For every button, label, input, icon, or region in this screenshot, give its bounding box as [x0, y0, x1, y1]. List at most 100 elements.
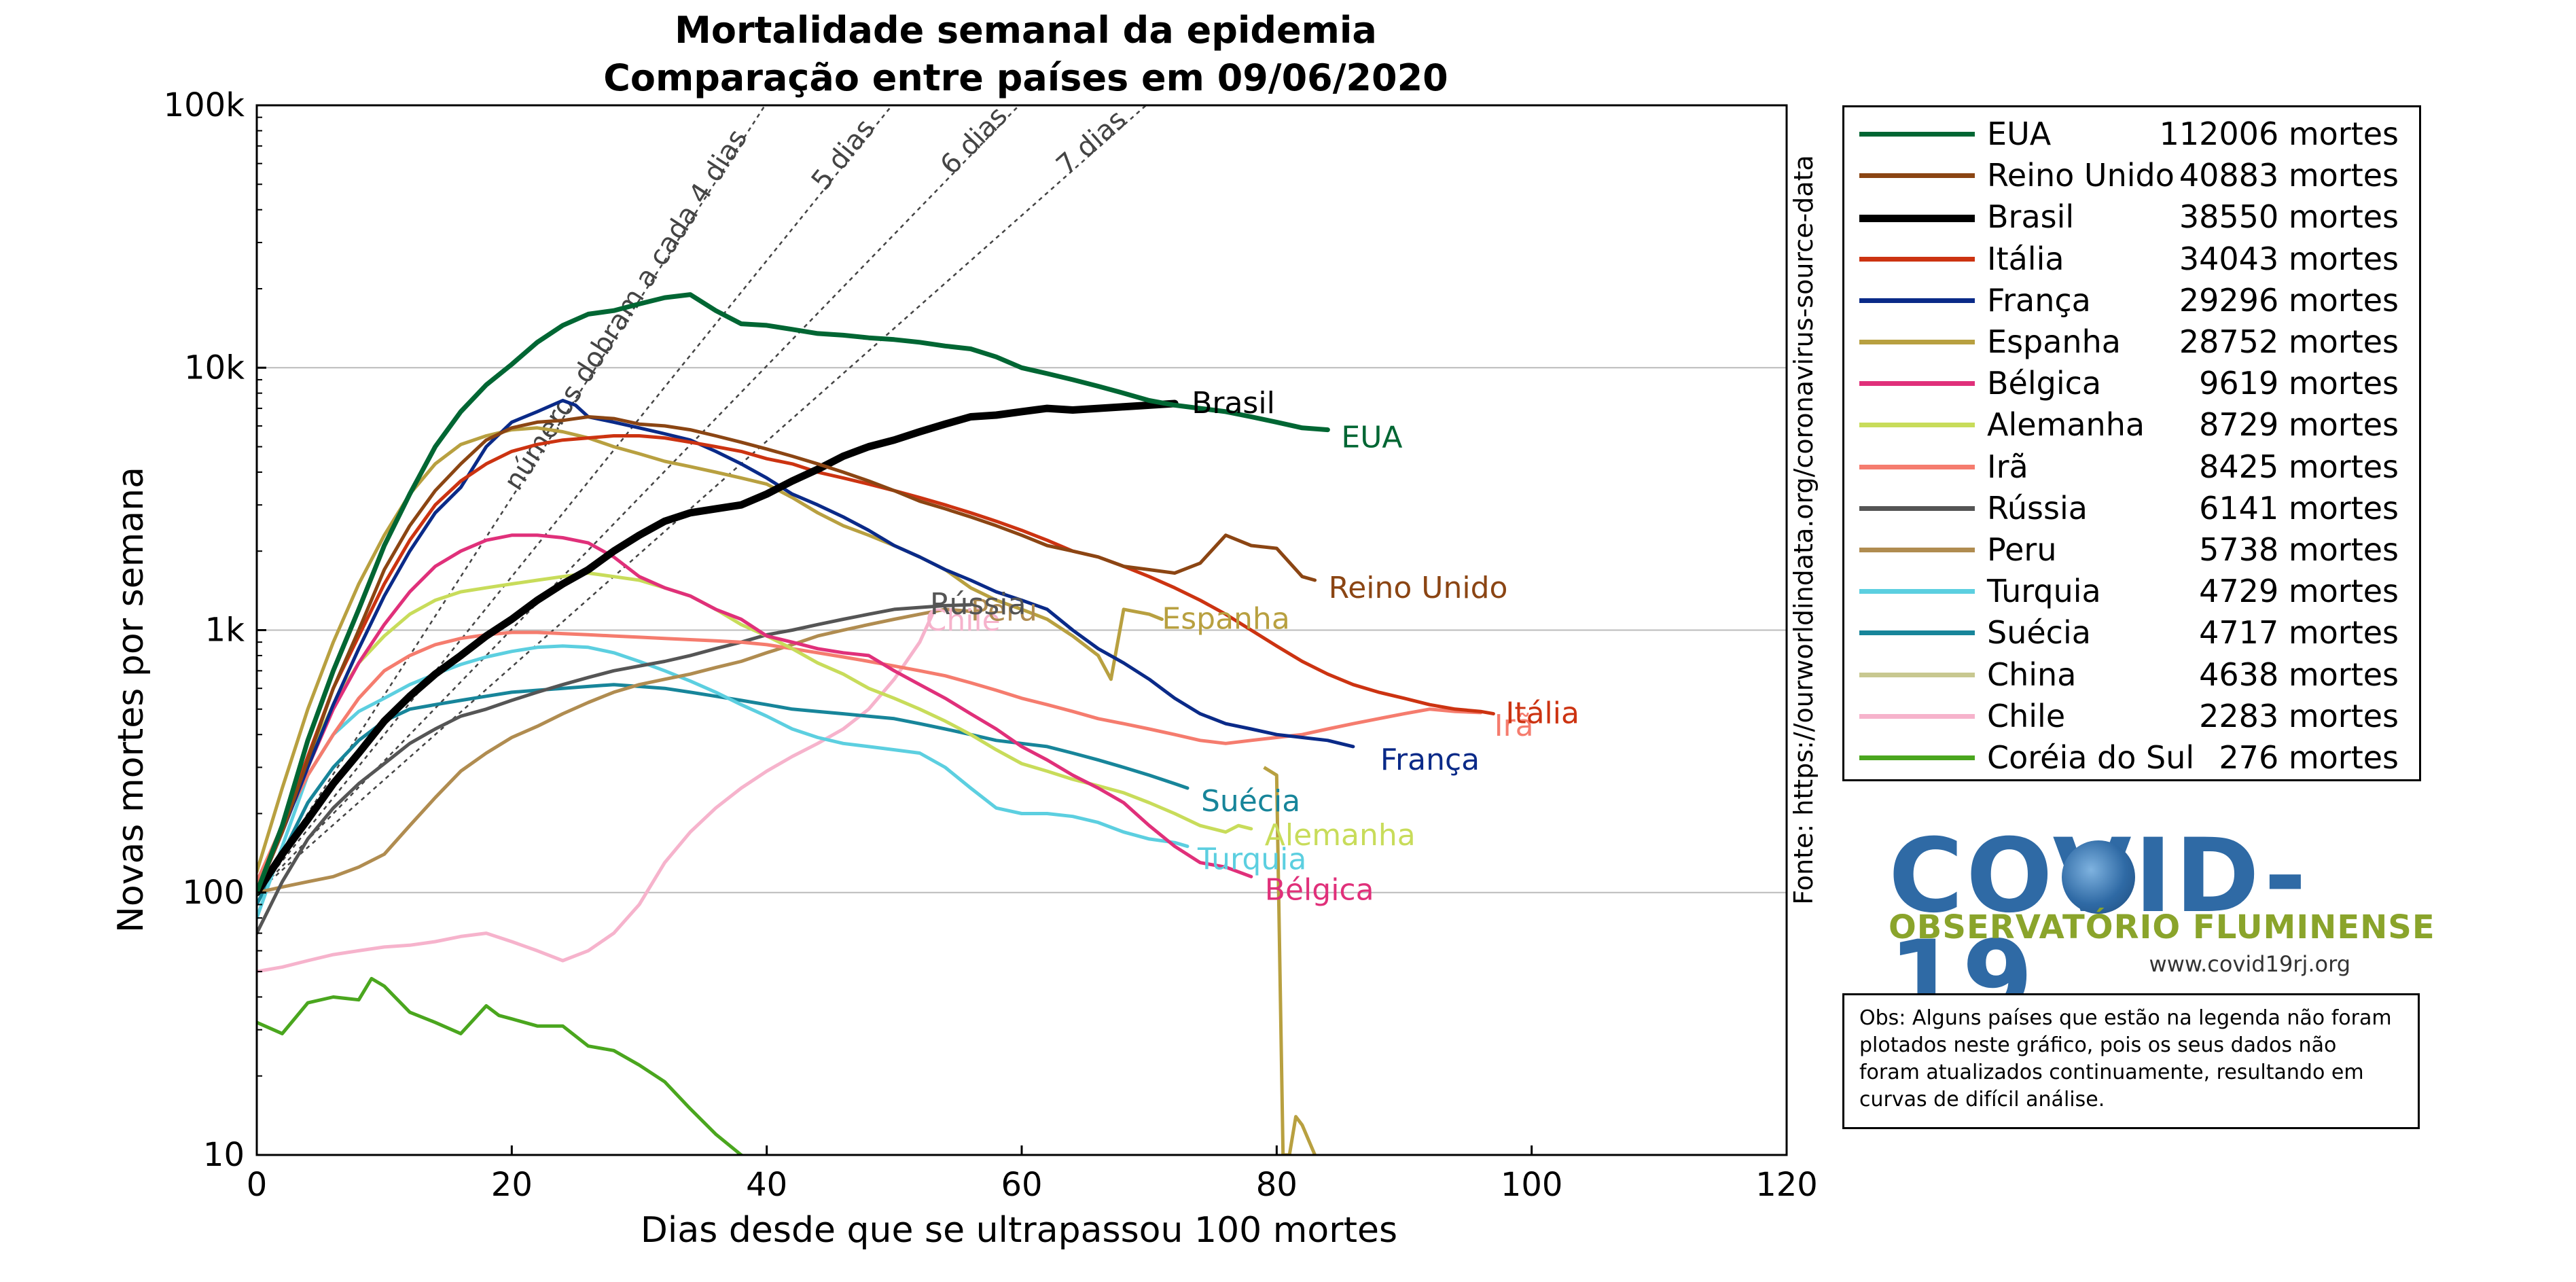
- chart-title: Mortalidade semanal da epidemia: [675, 9, 1377, 52]
- series-line-alemanha: [257, 571, 1253, 895]
- legend-name: Suécia: [1987, 614, 2091, 652]
- legend-total: 40883 mortes: [2179, 157, 2399, 194]
- legend-name: EUA: [1987, 115, 2052, 152]
- logo-subtitle: OBSERVATÓRIO FLUMINENSE: [1889, 908, 2435, 946]
- legend-swatch: [1859, 672, 1975, 677]
- source-label: Fonte: https://ourworldindata.org/corona…: [1789, 155, 1819, 905]
- legend-name: Brasil: [1987, 198, 2075, 236]
- legend-total: 9619 mortes: [2199, 365, 2399, 402]
- legend-swatch: [1859, 505, 1975, 511]
- doubling-label: 5 dias: [806, 113, 881, 196]
- series-line-frança: [257, 399, 1355, 895]
- legend-name: Coréia do Sul: [1987, 739, 2195, 776]
- series-label-bélgica: Bélgica: [1265, 872, 1374, 907]
- doubling-label: 6 dias: [935, 101, 1014, 181]
- legend-total: 8425 mortes: [2199, 448, 2399, 485]
- legend-name: Reino Unido: [1987, 157, 2175, 194]
- chart-subtitle: Comparação entre países em 09/06/2020: [603, 56, 1448, 99]
- legend-name: Irã: [1987, 448, 2028, 485]
- legend-total: 8729 mortes: [2199, 406, 2399, 444]
- series-line-reino-unido: [257, 415, 1317, 895]
- legend-swatch: [1859, 340, 1975, 344]
- series-line-suécia: [257, 683, 1189, 906]
- legend-total: 4729 mortes: [2199, 573, 2399, 610]
- series-line-eua: [257, 292, 1330, 895]
- axis-ticks: 10 100 1k 10k 100k 0 20 40 60 80 100 120: [164, 86, 1818, 1204]
- legend-entry: Irã 8425 mortes: [1844, 446, 2419, 487]
- legend-swatch: [1859, 548, 1975, 552]
- x-tick-label: 60: [1001, 1166, 1042, 1204]
- series-label-suécia: Suécia: [1201, 784, 1300, 819]
- legend-entry: Turquia 4729 mortes: [1844, 570, 2419, 611]
- legend-total: 5738 mortes: [2199, 531, 2399, 568]
- legend-swatch: [1859, 589, 1975, 594]
- virus-icon: [2062, 840, 2135, 914]
- x-axis-label: Dias desde que se ultrapassou 100 mortes: [641, 1210, 1397, 1251]
- logo-url: www.covid19rj.org: [2149, 951, 2350, 977]
- legend-name: França: [1987, 281, 2091, 319]
- legend-entry: Rússia 6141 mortes: [1844, 487, 2419, 529]
- series-line-coréia-do-sul: [257, 976, 745, 1155]
- observation-note: Obs: Alguns países que estão na legenda …: [1842, 993, 2420, 1129]
- legend-name: Chile: [1987, 697, 2066, 734]
- legend-entry: Brasil 38550 mortes: [1844, 196, 2419, 237]
- legend-entry: Espanha 28752 mortes: [1844, 321, 2419, 362]
- series-line-peru: [257, 607, 973, 895]
- series-label-frança: França: [1380, 743, 1480, 777]
- series-lines: [257, 292, 1495, 1155]
- doubling-line: [257, 105, 893, 894]
- series-line-chile: [257, 612, 935, 974]
- legend: EUA 112006 mortes Reino Unido 40883 mortes B…: [1842, 105, 2421, 781]
- x-tick-label: 0: [247, 1166, 268, 1204]
- legend-total: 276 mortes: [2219, 739, 2399, 776]
- legend-name: Bélgica: [1987, 365, 2102, 402]
- legend-entry: Reino Unido 40883 mortes: [1844, 154, 2419, 196]
- legend-entry: Coréia do Sul 276 mortes: [1844, 736, 2419, 778]
- legend-swatch: [1859, 256, 1975, 262]
- series-label-itália: Itália: [1505, 696, 1579, 731]
- legend-total: 28752 mortes: [2179, 323, 2399, 360]
- legend-swatch: [1859, 713, 1975, 719]
- y-tick-label: 1k: [205, 611, 245, 649]
- legend-total: 38550 mortes: [2179, 198, 2399, 236]
- legend-name: Itália: [1987, 240, 2064, 277]
- series-label-turquia: Turquia: [1197, 842, 1306, 877]
- y-tick-label: 10: [203, 1136, 245, 1174]
- series-label-alemanha: Alemanha: [1265, 818, 1416, 853]
- legend-total: 4717 mortes: [2199, 614, 2399, 652]
- legend-name: Alemanha: [1987, 406, 2145, 444]
- legend-swatch: [1859, 132, 1975, 137]
- series-line-bélgica: [257, 533, 1253, 895]
- series-line-irã: [257, 630, 1483, 884]
- series-label-chile: Chile: [926, 603, 1001, 638]
- legend-name: Rússia: [1987, 489, 2088, 527]
- legend-swatch: [1859, 173, 1975, 179]
- series-label-irã: Irã: [1495, 709, 1534, 743]
- y-tick-label: 10k: [184, 349, 245, 387]
- x-tick-label: 80: [1256, 1166, 1298, 1204]
- x-tick-label: 20: [491, 1166, 533, 1204]
- legend-name: Espanha: [1987, 323, 2121, 360]
- legend-entry: Bélgica 9619 mortes: [1844, 362, 2419, 404]
- legend-entry: Itália 34043 mortes: [1844, 238, 2419, 279]
- legend-total: 112006 mortes: [2159, 115, 2399, 152]
- series-label-espanha: Espanha: [1162, 602, 1289, 637]
- x-tick-label: 120: [1755, 1166, 1818, 1204]
- legend-entry: Chile 2283 mortes: [1844, 695, 2419, 736]
- legend-entry: China 4638 mortes: [1844, 654, 2419, 695]
- y-tick-label: 100k: [164, 86, 245, 124]
- legend-name: China: [1987, 656, 2077, 693]
- legend-entry: França 29296 mortes: [1844, 279, 2419, 321]
- x-tick-label: 100: [1501, 1166, 1563, 1204]
- y-axis-label: Novas mortes por semana: [111, 467, 151, 933]
- legend-entry: Alemanha 8729 mortes: [1844, 404, 2419, 445]
- series-line-espanha-drop: [1263, 766, 1317, 1155]
- series-label-brasil: Brasil: [1192, 386, 1275, 421]
- legend-total: 34043 mortes: [2179, 240, 2399, 277]
- series-label-rússia: Rússia: [930, 587, 1026, 622]
- legend-total: 4638 mortes: [2199, 656, 2399, 693]
- doubling-line: [257, 105, 1147, 894]
- series-line-rússia: [257, 603, 973, 936]
- legend-swatch: [1859, 464, 1975, 469]
